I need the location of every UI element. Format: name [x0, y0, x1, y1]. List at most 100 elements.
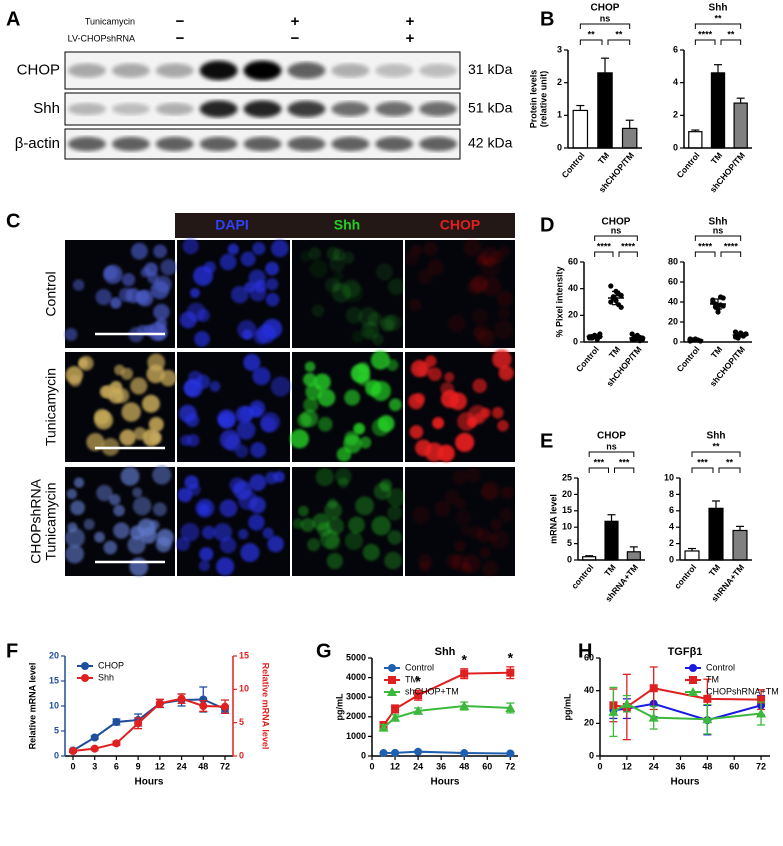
y-tick-label: 3000 [346, 692, 366, 702]
marker [702, 714, 713, 724]
significance-label: **** [698, 29, 713, 39]
cell [237, 320, 257, 340]
cell [227, 243, 239, 255]
cell [121, 402, 141, 422]
x-tick-label: 60 [482, 761, 492, 771]
blot-row-label: CHOP [17, 61, 60, 78]
marker [69, 747, 77, 755]
cell [238, 528, 249, 540]
treatment-sign: − [176, 30, 185, 47]
legend-marker [689, 676, 697, 684]
cell [140, 267, 151, 278]
legend-label: Control [706, 662, 735, 672]
significance-label: ** [615, 29, 623, 39]
panel-letter: H [578, 640, 592, 662]
marker [414, 747, 423, 756]
significance-bracket [579, 23, 631, 29]
x-tick-label: 3 [92, 761, 97, 771]
y-tick-label: 5000 [346, 652, 366, 662]
x-tick-label: control [569, 562, 595, 590]
cell [343, 434, 362, 454]
data-point [718, 302, 724, 308]
marker [134, 719, 143, 728]
significance-bracket [691, 467, 714, 473]
cell [155, 536, 172, 553]
cell [492, 406, 504, 419]
cell [329, 256, 346, 272]
cell [243, 353, 261, 371]
blot-band [199, 136, 238, 152]
cell [370, 350, 391, 370]
data-point [618, 304, 624, 310]
x-tick-label: 48 [459, 761, 469, 771]
cell [432, 417, 445, 430]
cell [387, 505, 403, 521]
y-tick-label: 60 [668, 276, 678, 286]
blot-band [67, 136, 106, 152]
data-point [608, 299, 614, 305]
x-tick-label: Control [574, 344, 601, 374]
blot-band [331, 63, 370, 78]
significance-label: ns [606, 441, 617, 451]
marker [460, 669, 469, 678]
cell [376, 263, 393, 281]
cell [315, 467, 334, 487]
y-tick-label: 20 [568, 310, 578, 320]
bar [572, 109, 589, 149]
cell [472, 378, 487, 393]
cell [197, 308, 210, 322]
cell [371, 516, 391, 536]
blot-band [67, 102, 106, 116]
cell [120, 367, 134, 380]
channel-label: Shh [334, 217, 360, 233]
significance-label: ** [726, 457, 734, 467]
cell [244, 281, 255, 293]
channel-label: CHOP [440, 217, 480, 233]
cell [496, 290, 513, 307]
cell [121, 273, 136, 287]
data-point [608, 283, 614, 289]
cell [125, 288, 141, 304]
cell [345, 306, 363, 324]
cell [313, 373, 331, 391]
significance-label: *** [594, 457, 605, 467]
cell [146, 364, 165, 384]
y-tick-label: 10 [239, 684, 249, 694]
cell [195, 498, 215, 518]
cell [348, 516, 365, 534]
y-tick-label: 0 [557, 142, 562, 152]
blot-band [287, 100, 326, 118]
bar [597, 72, 613, 149]
x-tick-label: 24 [177, 761, 187, 771]
significance-bracket [694, 235, 742, 241]
cell [428, 367, 442, 382]
legend-label: CHOPshRNA+TM [706, 686, 779, 696]
blot-band [419, 136, 458, 152]
legend-marker [387, 687, 397, 696]
significance-label: ns [600, 13, 611, 23]
marker [390, 712, 401, 722]
cell [202, 525, 216, 540]
significance-label: ** [714, 13, 722, 23]
cell [109, 493, 121, 506]
cell [469, 525, 483, 539]
cell [152, 465, 172, 485]
cell [444, 372, 455, 383]
cell [488, 532, 499, 543]
cell [219, 253, 237, 271]
cell [160, 258, 177, 276]
cell [484, 257, 495, 268]
significance-bracket [720, 39, 742, 45]
x-tick-label: TM [709, 150, 725, 166]
cell [353, 422, 366, 435]
y-tick-label: 40 [568, 283, 578, 293]
x-tick-label: 36 [676, 761, 686, 771]
y-axis-label: % Pixel intensity [554, 266, 564, 337]
cell [176, 537, 191, 552]
cell [477, 329, 496, 347]
y-axis-label: Relative mRNA level [27, 663, 37, 750]
cell [419, 561, 431, 573]
blot-band [419, 101, 458, 117]
marker [621, 698, 632, 708]
